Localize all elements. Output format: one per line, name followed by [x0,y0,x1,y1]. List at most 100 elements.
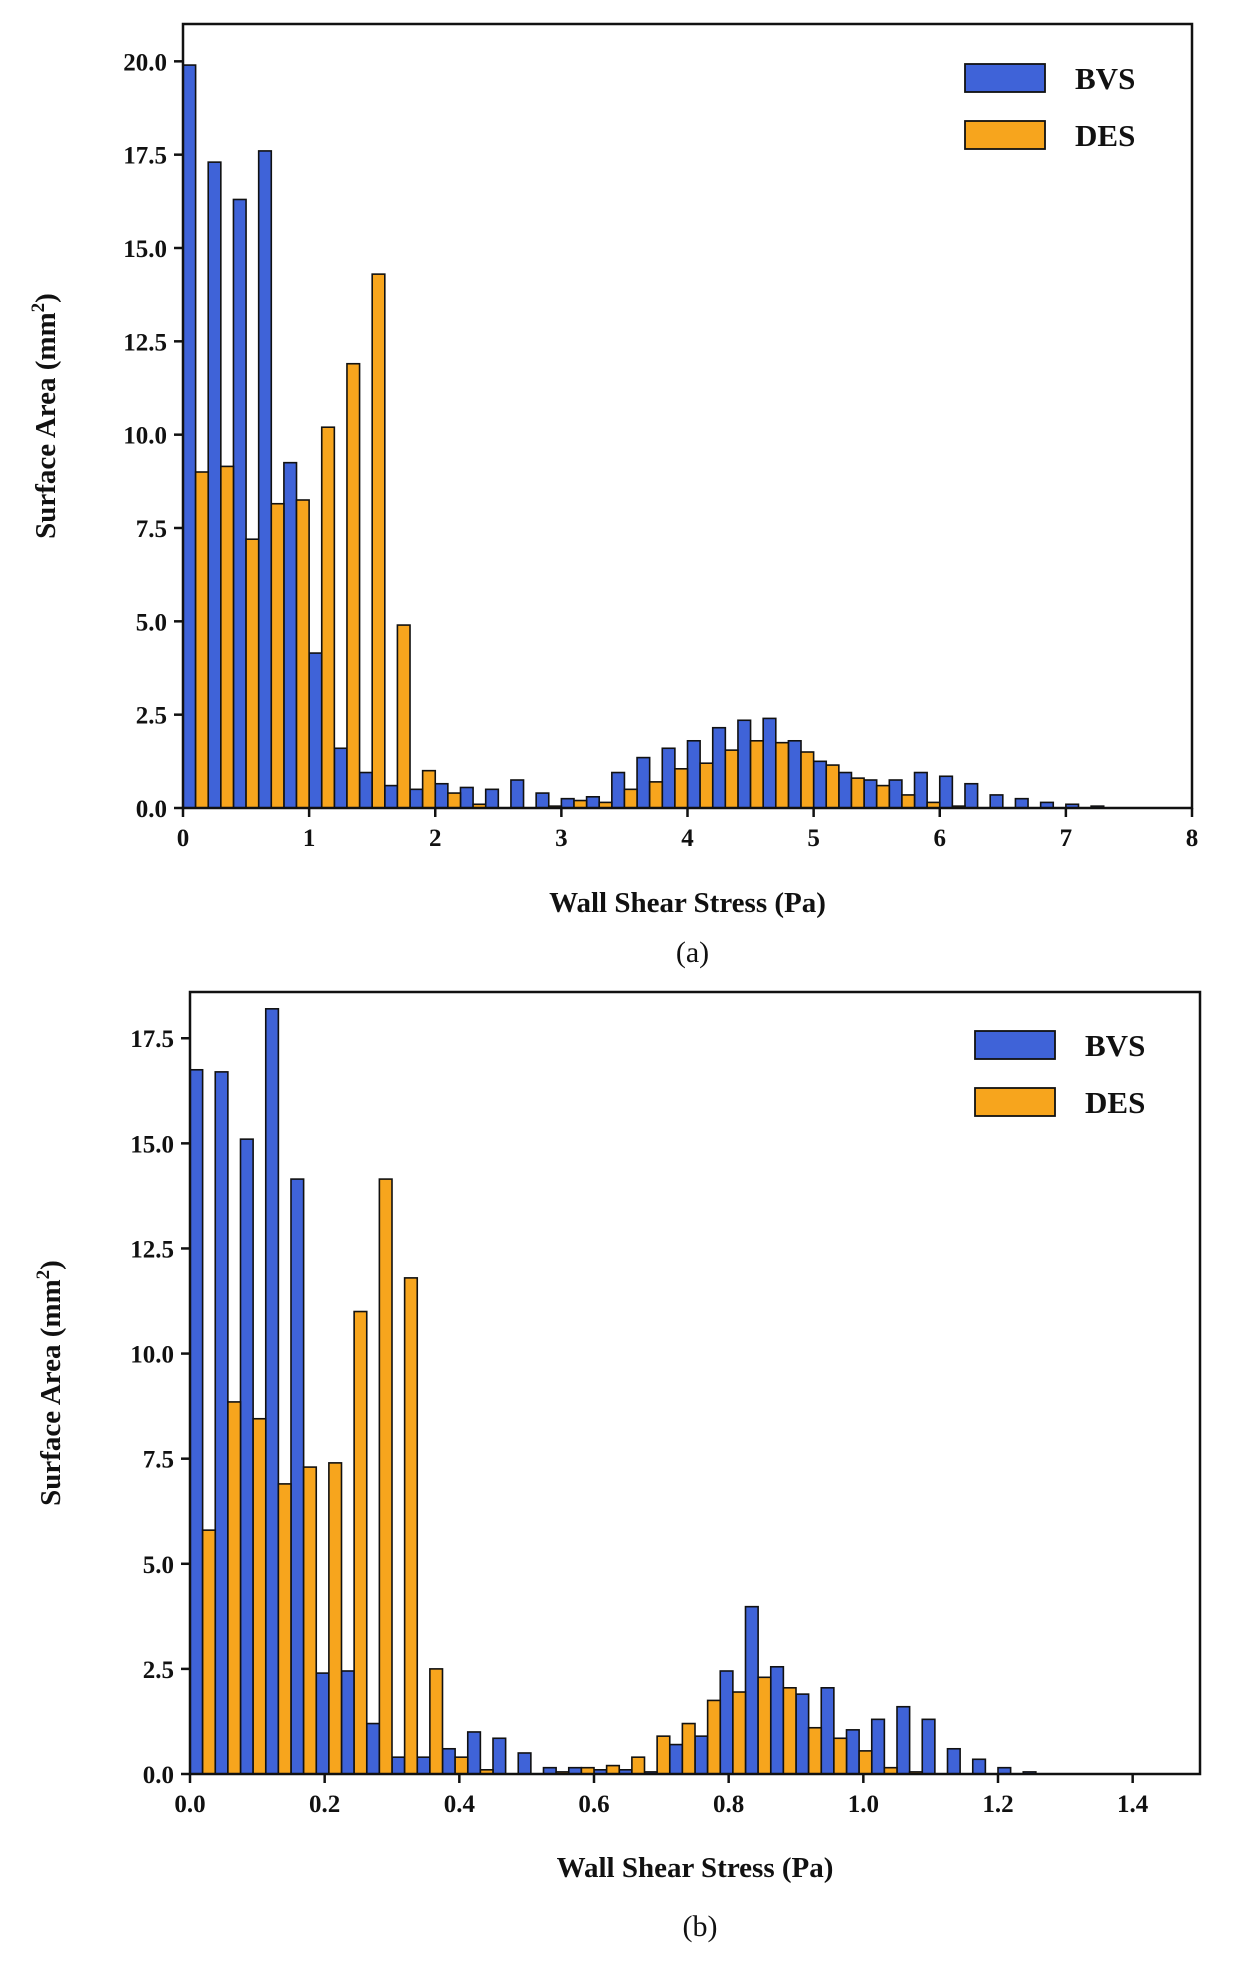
bar-des [875,784,891,809]
bar-bvs [416,1756,431,1775]
bar-des [858,1750,873,1775]
bar-bvs [719,1670,734,1775]
bar-bvs [264,1008,280,1775]
bar-bvs [946,1747,961,1775]
y-tick-label: 10.0 [130,1342,174,1369]
chart-panel-a: 0 1 2 3 4 5 6 7 8 0.0 2.5 5.0 7.5 10.0 12.5 15.0 17.5 20.… [28,22,1199,969]
x-tick-label: 0 [177,825,190,852]
bar-des [220,465,235,809]
bar-bvs [694,1735,709,1775]
bar-bvs [441,1747,456,1775]
bar-bvs [585,795,601,809]
legend-swatch-bvs [964,63,1046,93]
bar-bvs [686,739,701,809]
bar-des [648,781,664,809]
bar-des [447,792,462,809]
x-tick-label: 4 [681,825,694,852]
y-tick-label: 15.0 [130,1131,174,1158]
x-tick-label: 5 [807,825,820,852]
bar-des [681,1722,696,1775]
bar-bvs [921,1718,936,1775]
bar-des [201,1529,217,1775]
y-tick-label: 17.5 [130,1026,174,1053]
bar-bvs [358,771,373,809]
bar-des [782,1687,797,1775]
bar-des [270,502,285,809]
legend-label-bvs: BVS [1075,61,1135,96]
bar-bvs [510,779,525,809]
bar-bvs [863,779,878,809]
bar-des [732,1691,747,1775]
legend-label-bvs: BVS [1085,1028,1145,1063]
bar-des [605,1764,621,1775]
bar-des [227,1401,242,1775]
legend-label-des: DES [1085,1085,1145,1120]
bar-bvs [812,760,828,809]
legend: BVS DES [974,1028,1145,1120]
bar-bvs [383,784,399,809]
chart-panel-b: 0.0 0.2 0.4 0.6 0.8 1.0 1.2 1.4 0.0 2.5 5.0 7.5 10.0… [33,990,1202,1943]
x-tick-label: 8 [1186,825,1199,852]
bar-bvs [239,1138,254,1775]
bar-bvs [333,747,348,809]
y-tick-label: 2.5 [143,1657,174,1684]
bar-bvs [971,1758,987,1775]
y-tick-label: 17.5 [123,143,167,170]
bar-des [346,362,361,809]
y-tick-label: 7.5 [143,1447,174,1474]
bar-des [757,1676,772,1775]
bar-des [302,1466,318,1775]
x-tick-label: 0.6 [578,1791,609,1818]
bar-bvs [661,747,676,809]
bar-des [706,1699,722,1775]
bar-des [833,1737,848,1775]
bar-bvs [737,719,752,809]
bar-bvs [989,794,1004,809]
bar-des [194,471,210,809]
bar-bvs [391,1756,406,1775]
plot-frame [188,990,1202,1776]
bar-bvs [870,1718,886,1775]
bars-b [189,1008,1037,1775]
y-tick-label: 12.5 [123,329,167,356]
bar-des [403,1277,419,1775]
bar-bvs [787,739,802,809]
bar-bvs [611,771,626,809]
bar-bvs [769,1665,785,1775]
bar-des [421,769,437,809]
bar-bvs [560,797,575,809]
bar-bvs [896,1705,911,1775]
bar-bvs [214,1071,229,1775]
bar-des [252,1417,267,1775]
y-tick-label: 20.0 [123,49,167,76]
x-tick-label: 3 [555,825,568,852]
bars-a [182,64,1105,809]
legend-label-des: DES [1075,118,1135,153]
bar-des [295,499,310,809]
bar-des [245,538,260,809]
bar-bvs [964,782,979,809]
bar-bvs [232,198,247,809]
bar-bvs [838,771,853,809]
bar-bvs [308,652,323,809]
x-tick-label: 1 [303,825,316,852]
bar-des [699,762,714,809]
y-tick-label: 15.0 [123,236,167,263]
x-tick-label: 2 [429,825,442,852]
bar-bvs [762,717,777,809]
bar-des [378,1178,393,1775]
legend-swatch-des [964,120,1046,150]
bar-bvs [283,461,298,809]
bar-des [749,739,764,809]
bar-bvs [207,161,222,809]
legend-swatch-des [974,1087,1056,1117]
bar-des [371,273,386,809]
bar-bvs [845,1729,860,1775]
bar-bvs [365,1722,381,1775]
x-tick-label: 1.2 [982,1791,1013,1818]
y-tick-label: 10.0 [123,423,167,450]
bar-bvs [466,1731,482,1775]
bar-bvs [484,788,500,809]
bar-bvs [795,1693,810,1775]
